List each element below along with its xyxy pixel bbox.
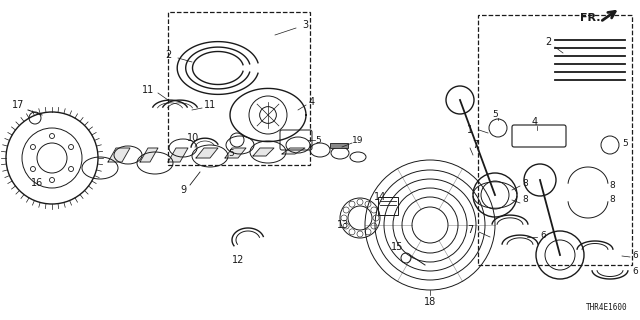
Text: 6: 6 — [632, 251, 638, 260]
Text: 7: 7 — [472, 140, 478, 150]
Text: 19: 19 — [352, 135, 364, 145]
Bar — [478, 15, 632, 265]
Text: 8: 8 — [522, 179, 528, 188]
Text: 4: 4 — [309, 97, 315, 107]
Text: 15: 15 — [391, 242, 403, 252]
Text: 12: 12 — [232, 255, 244, 265]
Circle shape — [373, 215, 379, 221]
Bar — [168, 12, 310, 165]
Text: 8: 8 — [609, 180, 615, 189]
Text: FR.: FR. — [580, 13, 600, 23]
Text: 16: 16 — [31, 178, 43, 188]
Circle shape — [357, 199, 363, 205]
Circle shape — [357, 231, 363, 237]
Polygon shape — [225, 148, 246, 158]
Circle shape — [365, 229, 371, 235]
FancyBboxPatch shape — [330, 143, 348, 148]
Circle shape — [343, 223, 349, 229]
Text: 3: 3 — [302, 20, 308, 30]
Text: 10: 10 — [187, 133, 199, 143]
Circle shape — [371, 223, 377, 229]
Circle shape — [49, 178, 54, 182]
Polygon shape — [282, 148, 305, 154]
Circle shape — [349, 229, 355, 235]
Circle shape — [31, 166, 35, 172]
Text: 5: 5 — [622, 139, 628, 148]
Text: 18: 18 — [424, 297, 436, 307]
Polygon shape — [108, 148, 130, 162]
Circle shape — [371, 207, 377, 213]
Polygon shape — [140, 148, 158, 162]
Circle shape — [49, 133, 54, 139]
Text: 6: 6 — [540, 230, 546, 239]
Text: 2: 2 — [165, 50, 171, 60]
Circle shape — [31, 145, 35, 149]
Text: 5: 5 — [315, 135, 321, 145]
Text: 7: 7 — [467, 225, 473, 235]
Text: 17: 17 — [12, 100, 24, 110]
Text: 11: 11 — [204, 100, 216, 110]
Text: 2: 2 — [545, 37, 551, 47]
Text: 5: 5 — [492, 109, 498, 118]
Text: 5: 5 — [228, 148, 234, 157]
Circle shape — [68, 145, 74, 149]
Circle shape — [349, 201, 355, 207]
Circle shape — [365, 201, 371, 207]
Text: 8: 8 — [522, 196, 528, 204]
Text: 9: 9 — [180, 185, 186, 195]
Text: 13: 13 — [337, 220, 349, 230]
Polygon shape — [253, 148, 274, 156]
Circle shape — [343, 207, 349, 213]
Circle shape — [68, 166, 74, 172]
Text: 8: 8 — [609, 196, 615, 204]
Text: THR4E1600: THR4E1600 — [586, 302, 628, 311]
Text: 11: 11 — [142, 85, 154, 95]
Circle shape — [341, 215, 347, 221]
Text: 14: 14 — [374, 192, 386, 202]
Polygon shape — [196, 148, 218, 158]
Text: 1: 1 — [467, 125, 473, 135]
Text: 4: 4 — [532, 117, 538, 127]
Text: 6: 6 — [632, 268, 638, 276]
Polygon shape — [168, 148, 188, 162]
